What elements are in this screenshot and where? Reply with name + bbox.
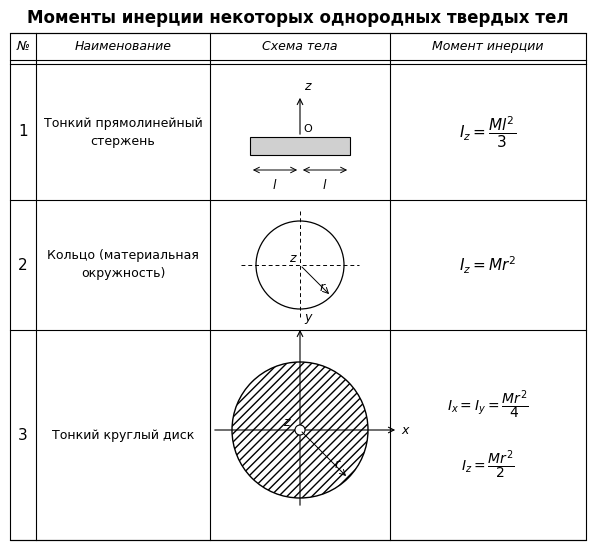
Text: $I_x = I_y = \dfrac{Mr^2}{4}$: $I_x = I_y = \dfrac{Mr^2}{4}$: [447, 389, 529, 422]
Text: Моменты инерции некоторых однородных твердых тел: Моменты инерции некоторых однородных тве…: [27, 9, 569, 27]
Text: 2: 2: [18, 257, 28, 272]
Text: y: y: [304, 311, 311, 324]
Text: z: z: [304, 80, 311, 93]
Circle shape: [295, 425, 305, 435]
Text: №: №: [17, 40, 29, 53]
Text: r: r: [334, 458, 339, 472]
Text: Наименование: Наименование: [74, 40, 172, 53]
Circle shape: [232, 362, 368, 498]
Text: Кольцо (материальная
окружность): Кольцо (материальная окружность): [47, 249, 199, 281]
Text: z: z: [283, 416, 289, 429]
Text: $I_z = \dfrac{Mr^2}{2}$: $I_z = \dfrac{Mr^2}{2}$: [461, 449, 515, 481]
Text: $I_z = \dfrac{Ml^2}{3}$: $I_z = \dfrac{Ml^2}{3}$: [460, 114, 517, 150]
Text: O: O: [303, 124, 312, 134]
Text: $l$: $l$: [322, 178, 328, 192]
Text: $I_z = Mr^2$: $I_z = Mr^2$: [460, 254, 517, 276]
Text: z: z: [288, 253, 295, 266]
Text: r: r: [319, 281, 325, 294]
Text: $l$: $l$: [272, 178, 278, 192]
Text: Момент инерции: Момент инерции: [432, 40, 544, 53]
Text: Тонкий круглый диск: Тонкий круглый диск: [52, 429, 194, 441]
Text: 3: 3: [18, 428, 28, 442]
Text: x: x: [401, 423, 408, 436]
Bar: [250, 137, 350, 155]
Text: Схема тела: Схема тела: [262, 40, 338, 53]
Text: 1: 1: [18, 125, 28, 139]
Text: Тонкий прямолинейный
стержень: Тонкий прямолинейный стержень: [44, 116, 203, 148]
